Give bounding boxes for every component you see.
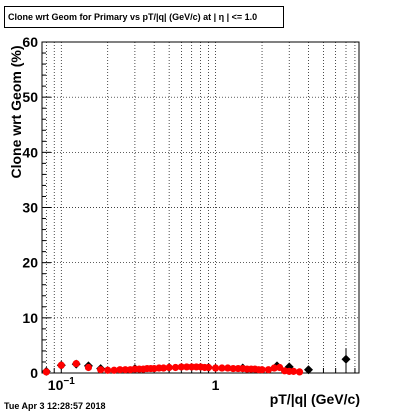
y-tick-label: 60 (22, 34, 38, 50)
data-point-circle (110, 366, 118, 374)
y-tick-label: 10 (22, 310, 38, 326)
chart-axes: 0 10 20 30 40 50 60 10−1 1 (22, 34, 360, 393)
data-point-circle (116, 366, 124, 374)
data-point-circle (42, 368, 50, 376)
data-point-circle (264, 366, 273, 374)
data-point-circle (171, 363, 180, 372)
chart-marks (41, 348, 351, 376)
x-tick-label: 10−1 (48, 376, 75, 393)
data-point-circle (177, 363, 185, 371)
data-point-circle (229, 364, 237, 373)
data-point-circle (258, 366, 266, 374)
data-point-diamond (341, 354, 351, 364)
data-point-diamond (303, 365, 313, 375)
data-point-circle (104, 366, 112, 374)
y-tick-label: 20 (22, 255, 38, 271)
data-point-circle (159, 364, 168, 372)
chart-title: Clone wrt Geom for Primary vs pT/|q| (Ge… (4, 6, 284, 28)
x-axis-label: pT/|q| (GeV/c) (269, 391, 360, 407)
data-point-circle (211, 364, 220, 372)
chart-grid (42, 41, 359, 373)
data-point-circle (218, 364, 226, 372)
y-axis-label: Clone wrt Geom (%) (8, 45, 24, 179)
data-point-circle (289, 367, 298, 375)
data-point-circle (295, 368, 304, 376)
timestamp: Tue Apr 3 12:28:57 2018 (4, 401, 106, 411)
data-point-circle (270, 364, 278, 372)
x-tick-label: 1 (212, 377, 220, 393)
data-point-circle (204, 363, 213, 372)
data-point-circle (72, 360, 80, 368)
data-point-circle (183, 363, 191, 371)
data-point-circle (84, 363, 93, 372)
data-point-circle (224, 364, 232, 372)
y-tick-label: 40 (22, 144, 38, 160)
y-tick-label: 50 (22, 89, 38, 105)
data-point-circle (121, 366, 129, 374)
data-point-circle (97, 366, 105, 374)
data-point-circle (57, 361, 65, 369)
y-tick-label: 0 (30, 365, 38, 381)
y-tick-label: 30 (22, 200, 38, 216)
data-point-circle (165, 363, 173, 372)
